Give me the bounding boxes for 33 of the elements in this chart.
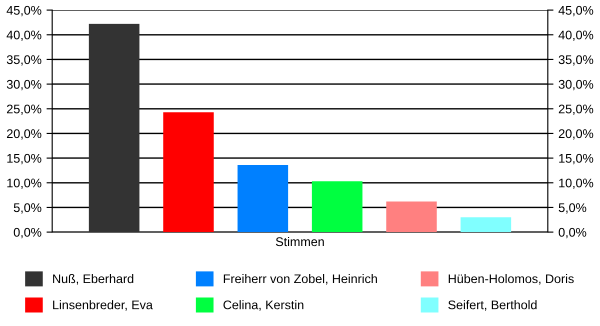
- y-tick-label: 45,0%: [6, 6, 42, 16]
- bar: [312, 181, 362, 232]
- bar: [88, 24, 140, 232]
- legend-label: Nuß, Eberhard: [53, 274, 134, 285]
- legend-label: Celina, Kerstin: [223, 300, 304, 311]
- text: 35,0%: [558, 55, 594, 66]
- text: 0,0%: [558, 228, 586, 238]
- y-tick-label: 10,0%: [7, 178, 42, 189]
- text: 15,0%: [559, 154, 594, 164]
- y-tick-label: 15,0%: [7, 154, 42, 164]
- text: 45,0%: [558, 6, 594, 16]
- text: 20,0%: [558, 129, 594, 140]
- y-tick-label: 5,0%: [14, 203, 42, 214]
- text: 5,0%: [558, 203, 586, 214]
- bar: [238, 165, 288, 232]
- y-tick-label: 35,0%: [6, 55, 42, 66]
- text: 25,0%: [558, 104, 594, 115]
- y-tick-label: 40,0%: [6, 30, 42, 41]
- x-tick-label: Stimmen: [276, 236, 324, 246]
- legend-label: Linsenbreder, Eva: [53, 300, 153, 311]
- legend-label: Seifert, Berthold: [448, 300, 537, 311]
- text: 10,0%: [559, 178, 594, 189]
- y-tick-label: 20,0%: [6, 129, 42, 140]
- legend-label: Hüben-Holomos, Doris: [448, 274, 574, 285]
- bar: [460, 217, 512, 232]
- legend-label: Freiherr von Zobel, Heinrich: [224, 274, 377, 285]
- bar: [163, 112, 214, 232]
- y-tick-label: 25,0%: [6, 104, 42, 115]
- text: 40,0%: [558, 30, 594, 41]
- bar: [386, 202, 437, 232]
- y-tick-label: 30,0%: [6, 80, 42, 90]
- text: 30,0%: [558, 80, 594, 90]
- y-tick-label: 0,0%: [14, 228, 42, 238]
